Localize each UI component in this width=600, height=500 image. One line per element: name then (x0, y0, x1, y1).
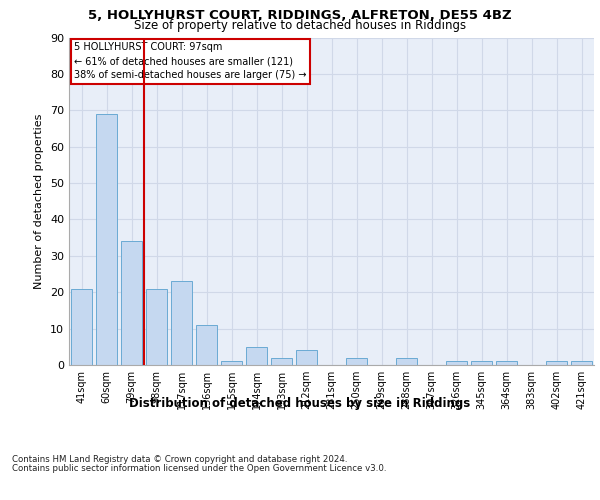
Bar (546, 362, 567, 365)
Bar (346, 358, 367, 365)
Bar (246, 347, 267, 365)
Bar (96, 114, 117, 365)
Text: Distribution of detached houses by size in Riddings: Distribution of detached houses by size … (130, 398, 470, 410)
Bar (471, 362, 492, 365)
Y-axis label: Number of detached properties: Number of detached properties (34, 114, 44, 289)
Text: 5, HOLLYHURST COURT, RIDDINGS, ALFRETON, DE55 4BZ: 5, HOLLYHURST COURT, RIDDINGS, ALFRETON,… (88, 9, 512, 22)
Bar (146, 288, 167, 365)
Bar (446, 362, 467, 365)
Bar (496, 362, 517, 365)
Bar (71, 288, 92, 365)
Text: Contains public sector information licensed under the Open Government Licence v3: Contains public sector information licen… (12, 464, 386, 473)
Text: 5 HOLLYHURST COURT: 97sqm
← 61% of detached houses are smaller (121)
38% of semi: 5 HOLLYHURST COURT: 97sqm ← 61% of detac… (74, 42, 307, 80)
Bar (396, 358, 417, 365)
Bar (221, 362, 242, 365)
Bar (571, 362, 592, 365)
Text: Contains HM Land Registry data © Crown copyright and database right 2024.: Contains HM Land Registry data © Crown c… (12, 455, 347, 464)
Bar (121, 242, 142, 365)
Bar (296, 350, 317, 365)
Bar (196, 325, 217, 365)
Text: Size of property relative to detached houses in Riddings: Size of property relative to detached ho… (134, 19, 466, 32)
Bar (171, 282, 192, 365)
Bar (271, 358, 292, 365)
